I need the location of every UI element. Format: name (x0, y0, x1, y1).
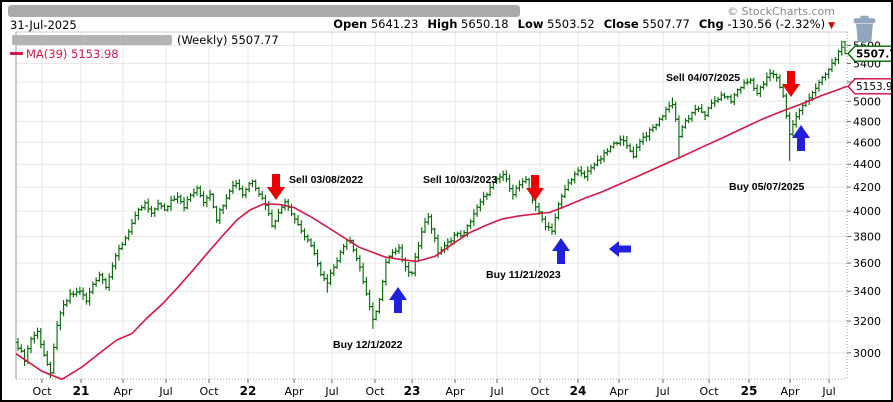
annotation-text: Sell 10/03/2023 (423, 174, 497, 186)
ohlc-pair: Open 5641.23 (333, 17, 419, 31)
svg-text:Oct: Oct (199, 385, 219, 398)
svg-text:Apr: Apr (113, 385, 133, 398)
ohlc-summary: Open 5641.23 High 5650.18 Low 5503.52 Close… (324, 17, 835, 31)
svg-text:Oct: Oct (699, 385, 719, 398)
svg-text:Jul: Jul (158, 385, 172, 398)
svg-text:Apr: Apr (609, 385, 629, 398)
trash-icon-glyph (853, 15, 876, 42)
svg-text:3000: 3000 (853, 347, 881, 360)
svg-text:Apr: Apr (284, 385, 304, 398)
ma-legend-label: MA(39) 5153.98 (26, 47, 119, 61)
sell-arrow-icon (267, 174, 285, 200)
trade-arrows (267, 71, 810, 313)
svg-text:Jul: Jul (489, 385, 503, 398)
svg-text:4600: 4600 (853, 136, 881, 149)
change-down-icon: ▼ (828, 21, 835, 31)
svg-text:Jul: Jul (324, 385, 338, 398)
svg-text:3400: 3400 (853, 285, 881, 298)
svg-text:Jul: Jul (655, 385, 669, 398)
ma-legend: MA(39) 5153.98 (10, 47, 119, 61)
svg-text:24: 24 (570, 384, 587, 398)
trash-icon[interactable] (851, 15, 878, 42)
redacted-title-bar (8, 5, 520, 17)
trade-annotations: Sell 03/08/2022 Buy 12/1/2022 Sell 10/03/2… (289, 72, 804, 351)
sell-arrow-icon (526, 175, 544, 201)
svg-text:Jul: Jul (821, 385, 835, 398)
svg-text:3600: 3600 (853, 257, 881, 270)
svg-text:Apr: Apr (780, 385, 800, 398)
svg-text:4800: 4800 (853, 115, 881, 128)
svg-text:4200: 4200 (853, 181, 881, 194)
ohlc-pair: Close 5507.77 (603, 17, 690, 31)
annotation-text: Buy 12/1/2022 (333, 339, 403, 351)
svg-text:4400: 4400 (853, 158, 881, 171)
chart-date: 31-Jul-2025 (10, 18, 77, 32)
svg-text:5000: 5000 (853, 95, 881, 108)
buy-arrow-icon (389, 287, 407, 313)
copyright-label: © StockCharts.com (727, 5, 835, 18)
svg-text:Apr: Apr (445, 385, 465, 398)
left-arrow-icon (609, 241, 631, 257)
svg-text:25: 25 (741, 384, 758, 398)
svg-text:21: 21 (73, 384, 90, 398)
svg-text:Oct: Oct (32, 385, 52, 398)
svg-text:3800: 3800 (853, 230, 881, 243)
svg-text:3200: 3200 (853, 315, 881, 328)
x-axis-labels: Oct 21 Apr Jul Oct 22 Apr Jul Oct 23 Apr Jul Oct 24 Ap… (32, 384, 835, 398)
y-gridlines (16, 44, 851, 354)
svg-text:Oct: Oct (365, 385, 385, 398)
ohlc-pair: High 5650.18 (427, 17, 509, 31)
svg-text:4000: 4000 (853, 205, 881, 218)
x-gridlines (41, 32, 830, 383)
sell-arrow-icon (782, 71, 800, 97)
close-price-tag: 5507.77 (847, 45, 893, 62)
ma39-line (15, 85, 848, 381)
annotation-text: Buy 05/07/2025 (729, 181, 804, 193)
annotation-text: Buy 11/21/2023 (486, 269, 561, 281)
ma-legend-swatch (10, 52, 23, 55)
redacted-ticker (12, 35, 172, 45)
buy-arrow-icon (552, 238, 570, 264)
annotation-text: Sell 04/07/2025 (666, 72, 740, 84)
svg-text:Oct: Oct (530, 385, 550, 398)
buy-arrow-icon (792, 125, 810, 151)
svg-text:23: 23 (404, 384, 421, 398)
ma-price-tag: 5153.98 (847, 78, 893, 95)
series-label: (Weekly) 5507.77 (177, 33, 279, 47)
series-row: (Weekly) 5507.77 (12, 33, 279, 47)
svg-text:5153.98: 5153.98 (856, 81, 893, 93)
svg-text:5507.77: 5507.77 (856, 48, 893, 60)
ohlc-bars (15, 40, 848, 378)
ohlc-pair: Low 5503.52 (517, 17, 595, 31)
ohlc-pair: Chg -130.56 (-2.32%) (698, 17, 826, 31)
annotation-text: Sell 03/08/2022 (289, 174, 363, 186)
svg-text:22: 22 (240, 384, 257, 398)
